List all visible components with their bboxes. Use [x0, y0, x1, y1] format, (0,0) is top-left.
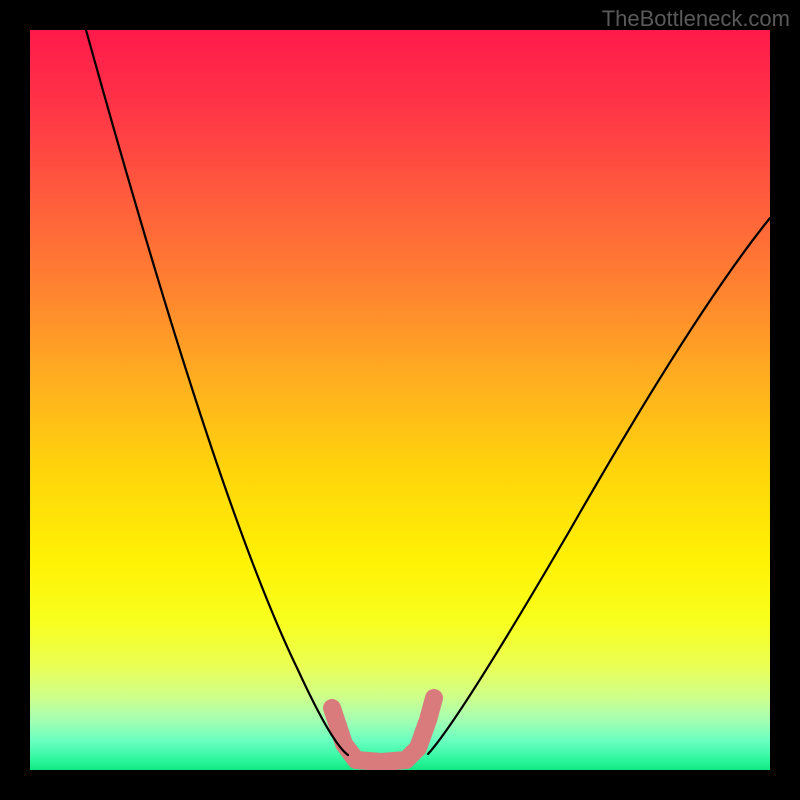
bottleneck-curve-right	[428, 218, 770, 754]
curves-layer	[30, 30, 770, 770]
chart-frame: TheBottleneck.com	[0, 0, 800, 800]
optimal-range-marker	[332, 698, 434, 762]
watermark-text: TheBottleneck.com	[602, 6, 790, 32]
bottleneck-curve-left	[86, 30, 348, 755]
plot-area	[30, 30, 770, 770]
